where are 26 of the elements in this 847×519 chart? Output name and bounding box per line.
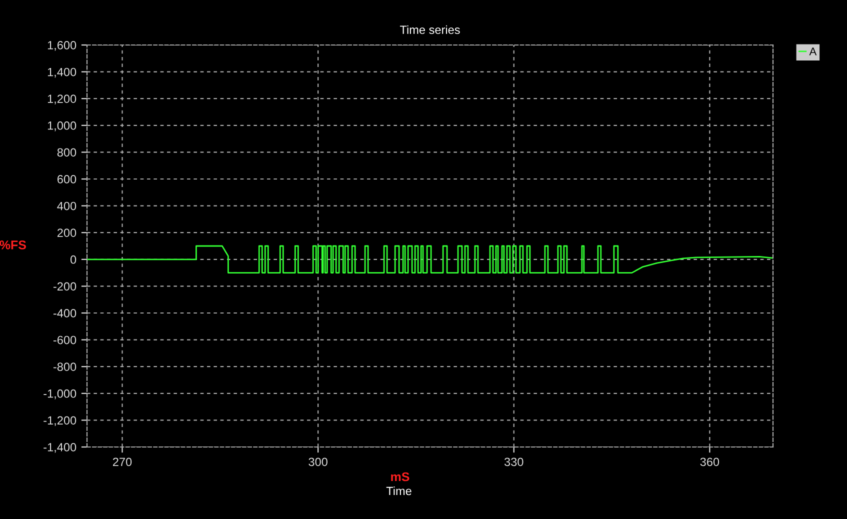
legend-label: A: [809, 48, 817, 56]
y-tick-label: -1,400: [44, 443, 76, 453]
y-tick-label: -200: [53, 282, 76, 291]
text: Time: [386, 486, 412, 496]
y-tick-label: 200: [57, 228, 76, 237]
y-tick-label: 600: [57, 175, 76, 184]
x-tick-label: 270: [112, 458, 132, 466]
x-tick-label: 360: [700, 458, 720, 466]
y-tick-label: -1,200: [44, 416, 76, 426]
y-tick-label: 1,400: [48, 68, 76, 78]
y-tick-label: 1,200: [48, 94, 76, 104]
x-tick-label: 330: [504, 458, 524, 466]
line-series: [87, 245, 773, 274]
y-tick-label: 0: [70, 255, 76, 264]
y-tick-label: 1,000: [48, 121, 76, 132]
chart-title: Time series: [400, 25, 460, 34]
x-tick-label: 300: [308, 458, 328, 466]
y-tick-label: 400: [57, 202, 76, 210]
y-tick-label: -800: [53, 362, 76, 371]
x-axis-title: mS: [391, 472, 410, 482]
y-axis-title: %FS: [0, 240, 26, 250]
y-tick-label: -1,000: [44, 389, 76, 400]
y-tick-label: 800: [57, 148, 76, 157]
y-tick-label: -400: [53, 309, 76, 318]
y-tick-label: -600: [53, 336, 76, 344]
y-tick-label: 1,600: [48, 41, 76, 51]
